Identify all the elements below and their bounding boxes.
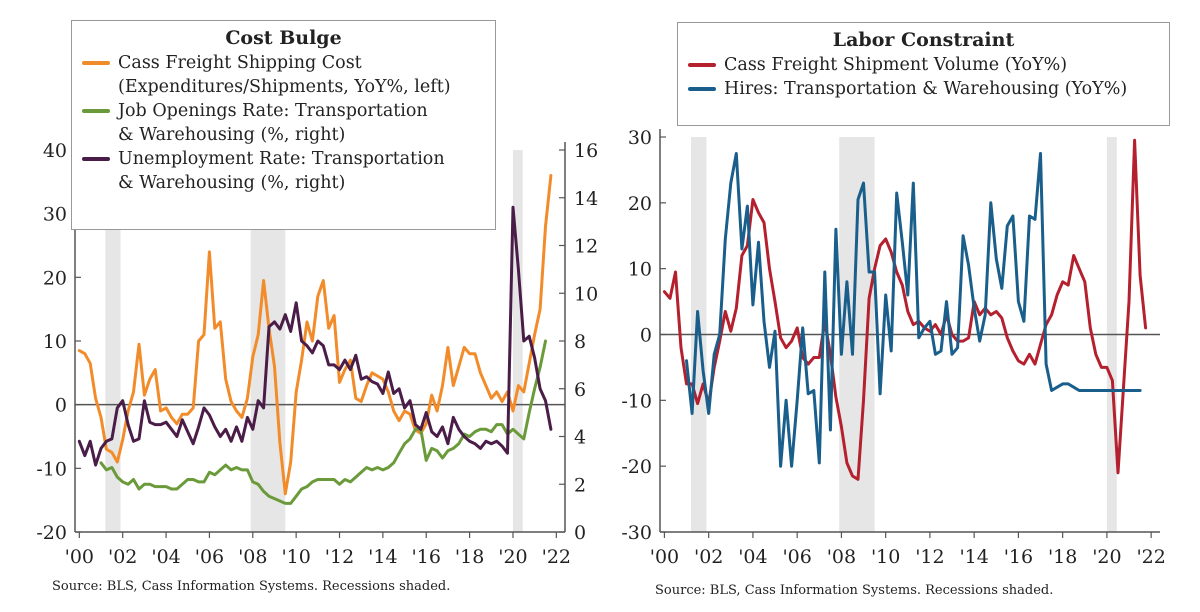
left-x-tick-label: '10	[281, 546, 310, 568]
left-x-tick-label: '08	[238, 546, 267, 568]
right-x-tick-label: '14	[959, 546, 988, 568]
legend-right: Labor Constraint Cass Freight Shipment V…	[677, 22, 1170, 126]
legend-swatch-unemployment	[82, 157, 110, 161]
left-y2-tick-label: 14	[574, 188, 598, 210]
left-y2-tick-label: 16	[574, 140, 598, 162]
legend-left: Cost Bulge Cass Freight Shipping Cost (E…	[71, 20, 496, 230]
right-x-tick-label: '06	[782, 546, 811, 568]
left-y2-tick-label: 6	[574, 379, 586, 401]
right-x-tick-label: '00	[650, 546, 679, 568]
left-x-tick-label: '16	[412, 546, 441, 568]
left-y-tick-label: 0	[55, 395, 67, 417]
legend-item-job-openings: Job Openings Rate: Transportation & Ware…	[72, 99, 495, 147]
left-x-tick-label: '22	[542, 546, 571, 568]
left-x-tick-label: '00	[65, 546, 94, 568]
left-recession-band-0	[105, 150, 121, 532]
left-y2-tick-label: 4	[574, 427, 586, 449]
legend-swatch-job-openings	[82, 109, 110, 113]
right-x-tick-label: '16	[1004, 546, 1033, 568]
chart-title-left: Cost Bulge	[225, 27, 342, 49]
legend-swatch-shipping-cost	[82, 61, 110, 65]
left-y-tick-label: 10	[43, 331, 67, 353]
left-y2-tick-label: 0	[574, 522, 586, 544]
right-x-tick-label: '18	[1048, 546, 1077, 568]
left-y2-tick-label: 12	[574, 236, 598, 258]
right-series-line-1	[685, 152, 1142, 468]
right-series-line-0	[662, 138, 1148, 481]
left-y-tick-label: -10	[36, 458, 67, 480]
right-x-tick-label: '08	[827, 546, 856, 568]
left-x-tick-label: '02	[108, 546, 137, 568]
left-x-tick-label: '04	[151, 546, 180, 568]
right-y-tick-label: -30	[621, 522, 652, 544]
left-x-tick-label: '14	[368, 546, 397, 568]
right-y-tick-label: 20	[628, 193, 652, 215]
left-y-tick-label: 20	[43, 267, 67, 289]
right-x-tick-label: '12	[915, 546, 944, 568]
legend-label-unemployment: Unemployment Rate: Transportation & Ware…	[118, 149, 445, 193]
legend-label-job-openings: Job Openings Rate: Transportation & Ware…	[118, 101, 428, 145]
left-y2-tick-label: 10	[574, 283, 598, 305]
left-x-tick-label: '18	[455, 546, 484, 568]
left-recession-band-2	[512, 150, 523, 532]
right-x-tick-label: '04	[738, 546, 767, 568]
right-y-tick-label: 10	[628, 259, 652, 281]
right-x-tick-label: '02	[694, 546, 723, 568]
source-note-right: Source: BLS, Cass Information Systems. R…	[655, 583, 1054, 598]
left-x-tick-label: '20	[498, 546, 527, 568]
right-x-tick-label: '10	[871, 546, 900, 568]
left-y-tick-label: -20	[36, 522, 67, 544]
right-y-tick-label: -20	[621, 456, 652, 478]
left-y-tick-label: 40	[43, 140, 67, 162]
legend-item-shipping-cost: Cass Freight Shipping Cost (Expenditures…	[72, 51, 495, 99]
left-y-tick-label: 30	[43, 204, 67, 226]
right-y-tick-label: -10	[621, 390, 652, 412]
chart-title-right: Labor Constraint	[832, 29, 1015, 51]
left-y2-tick-label: 8	[574, 331, 586, 353]
legend-swatch-shipment-volume	[688, 63, 716, 67]
legend-label-shipping-cost: Cass Freight Shipping Cost (Expenditures…	[118, 53, 451, 97]
right-y-tick-label: 0	[640, 325, 652, 347]
legend-item-unemployment: Unemployment Rate: Transportation & Ware…	[72, 147, 495, 195]
legend-label-shipment-volume: Cass Freight Shipment Volume (YoY%)	[724, 55, 1068, 75]
legend-item-hires: Hires: Transportation & Warehousing (YoY…	[678, 77, 1169, 101]
left-series-line-1	[99, 339, 547, 505]
left-y2-tick-label: 2	[574, 474, 586, 496]
right-x-tick-label: '22	[1136, 546, 1165, 568]
source-note-left: Source: BLS, Cass Information Systems. R…	[52, 579, 451, 594]
left-series-line-0	[77, 174, 553, 496]
left-x-tick-label: '12	[325, 546, 354, 568]
legend-item-shipment-volume: Cass Freight Shipment Volume (YoY%)	[678, 53, 1169, 77]
legend-label-hires: Hires: Transportation & Warehousing (YoY…	[724, 79, 1128, 99]
legend-swatch-hires	[688, 87, 716, 91]
left-series-line-2	[77, 205, 553, 467]
right-y-tick-label: 30	[628, 127, 652, 149]
left-x-tick-label: '06	[195, 546, 224, 568]
right-x-tick-label: '20	[1092, 546, 1121, 568]
